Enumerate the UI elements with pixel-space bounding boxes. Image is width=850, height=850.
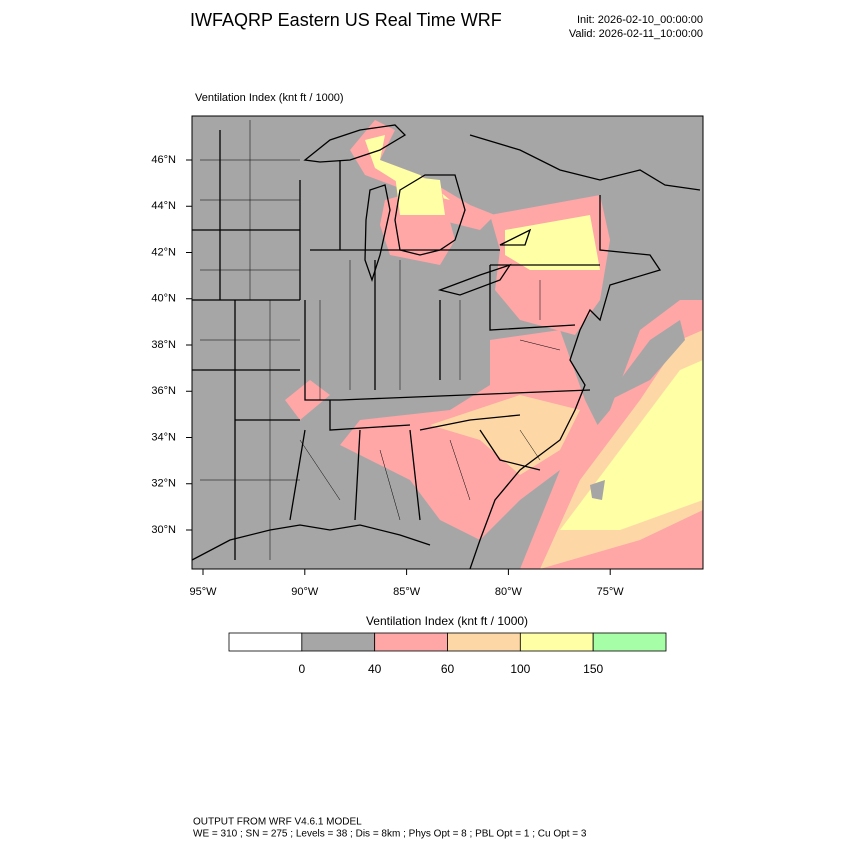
colorbar-box	[447, 632, 521, 652]
colorbar-box	[301, 632, 376, 652]
field-gray	[590, 480, 605, 500]
lon-label: 85°W	[393, 586, 421, 598]
colorbar-tick-label: 100	[510, 662, 530, 676]
lon-label: 95°W	[189, 586, 217, 598]
lat-label: 36°N	[151, 385, 176, 397]
lon-label: 90°W	[291, 586, 319, 598]
lake-shore	[303, 124, 532, 296]
colorbar-tick-label: 60	[441, 662, 455, 676]
colorbar-box	[374, 632, 448, 652]
lon-label: 75°W	[597, 586, 625, 598]
field-orange	[430, 395, 580, 475]
lon-label: 80°W	[495, 586, 523, 598]
map	[191, 115, 704, 570]
footer-line: WE = 310 ; SN = 275 ; Levels = 38 ; Dis …	[193, 829, 587, 840]
lat-label: 44°N	[151, 200, 176, 212]
colorbar-tick-label: 150	[583, 662, 603, 676]
field-yellow	[395, 175, 445, 215]
init-time: Init: 2026-02-10_00:00:00	[577, 14, 703, 26]
lat-label: 34°N	[151, 431, 176, 443]
lat-label: 38°N	[151, 339, 176, 351]
valid-time: Valid: 2026-02-11_10:00:00	[569, 28, 703, 40]
colorbar-tick-label: 40	[368, 662, 382, 676]
field-pink	[350, 120, 495, 230]
lat-label: 42°N	[151, 246, 176, 258]
map-label: Ventilation Index (knt ft / 1000)	[195, 92, 344, 104]
field-yellow	[505, 215, 600, 270]
lat-label: 30°N	[151, 524, 176, 536]
title: IWFAQRP Eastern US Real Time WRF	[190, 10, 502, 30]
colorbar-box	[592, 632, 667, 652]
state-border	[192, 130, 600, 560]
colorbar-box	[519, 632, 594, 652]
lat-label: 46°N	[151, 154, 176, 166]
map-frame	[191, 115, 704, 570]
footer-line: OUTPUT FROM WRF V4.6.1 MODEL	[193, 817, 362, 828]
lat-label: 40°N	[151, 293, 176, 305]
county-border	[200, 120, 561, 560]
colorbar-title: Ventilation Index (knt ft / 1000)	[366, 614, 528, 628]
lat-label: 32°N	[151, 478, 176, 490]
field-gray	[590, 320, 685, 400]
coastline	[192, 134, 701, 569]
colorbar-box	[228, 632, 303, 652]
colorbar-tick-label: 0	[298, 662, 305, 676]
